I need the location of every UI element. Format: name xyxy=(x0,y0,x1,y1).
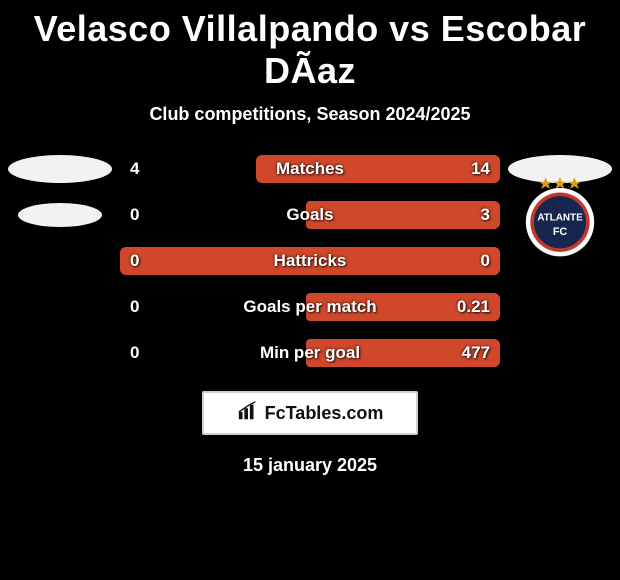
row-side-left xyxy=(0,293,120,321)
source-badge: FcTables.com xyxy=(202,391,418,435)
stat-label: Min per goal xyxy=(260,343,360,363)
player-left-avatar-placeholder xyxy=(8,155,112,183)
stat-row: 0 0 Hattricks xyxy=(0,247,620,275)
source-text: FcTables.com xyxy=(265,403,384,424)
row-side-right: ATLANTE FC xyxy=(500,201,620,229)
stat-label: Goals per match xyxy=(243,297,376,317)
row-side-left xyxy=(0,339,120,367)
stat-label: Hattricks xyxy=(274,251,347,271)
svg-text:ATLANTE: ATLANTE xyxy=(537,212,583,223)
row-center: 0 0 Hattricks xyxy=(120,247,500,275)
comparison-card: Velasco Villalpando vs Escobar DÃ­az Clu… xyxy=(0,0,620,580)
row-center: 4 14 Matches xyxy=(120,155,500,183)
row-center: 0 0.21 Goals per match xyxy=(120,293,500,321)
value-right: 14 xyxy=(461,155,500,183)
value-left: 0 xyxy=(120,247,149,275)
value-left: 0 xyxy=(120,339,149,367)
snapshot-date: 15 january 2025 xyxy=(243,455,377,476)
row-side-right xyxy=(500,247,620,275)
row-side-left xyxy=(0,201,120,229)
value-right: 3 xyxy=(471,201,500,229)
svg-text:FC: FC xyxy=(553,226,568,238)
row-center: 0 3 Goals xyxy=(120,201,500,229)
stat-row: 0 3 Goals ATLANTE FC xyxy=(0,201,620,229)
row-center: 0 477 Min per goal xyxy=(120,339,500,367)
value-left: 0 xyxy=(120,201,149,229)
row-side-right xyxy=(500,339,620,367)
value-right: 477 xyxy=(452,339,500,367)
stat-label: Goals xyxy=(286,205,333,225)
row-side-right xyxy=(500,293,620,321)
stats-rows: 4 14 Matches 0 3 Goals ATLANTE FC xyxy=(0,155,620,367)
chart-icon xyxy=(237,400,259,427)
stat-row: 0 477 Min per goal xyxy=(0,339,620,367)
club-left-crest-placeholder xyxy=(18,203,102,227)
page-subtitle: Club competitions, Season 2024/2025 xyxy=(149,104,470,125)
row-side-left xyxy=(0,155,120,183)
value-left: 0 xyxy=(120,293,149,321)
value-right: 0 xyxy=(471,247,500,275)
row-side-left xyxy=(0,247,120,275)
value-left: 4 xyxy=(120,155,149,183)
stat-row: 0 0.21 Goals per match xyxy=(0,293,620,321)
stat-label: Matches xyxy=(276,159,344,179)
value-right: 0.21 xyxy=(447,293,500,321)
page-title: Velasco Villalpando vs Escobar DÃ­az xyxy=(0,8,620,92)
